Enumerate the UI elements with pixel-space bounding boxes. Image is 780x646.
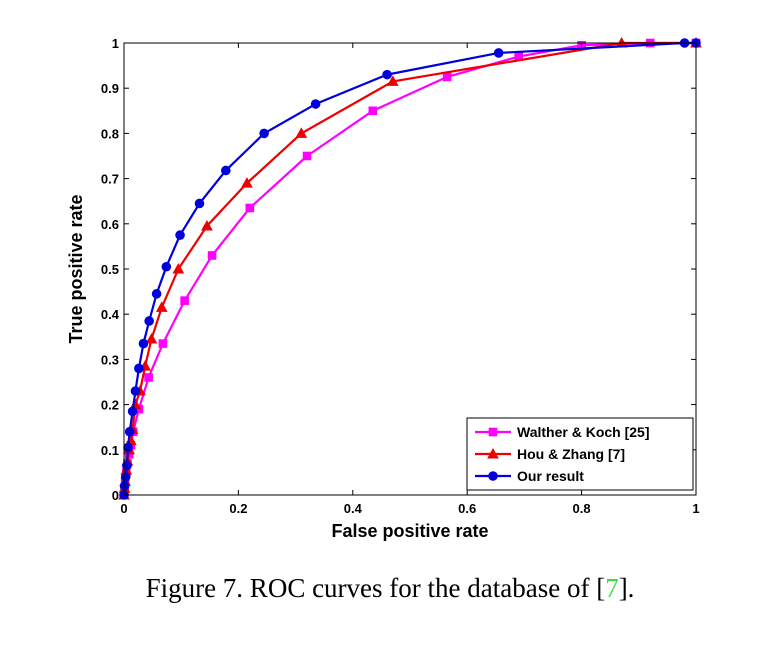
- data-point: [123, 442, 133, 453]
- data-point: [120, 472, 131, 482]
- y-tick-label: 0.1: [101, 443, 119, 458]
- data-point: [201, 220, 213, 231]
- data-point: [119, 481, 130, 491]
- data-point: [134, 363, 144, 374]
- x-tick-label: 1: [692, 501, 699, 516]
- legend-marker: [488, 471, 498, 481]
- x-tick-label: 0.2: [229, 501, 247, 516]
- data-point: [130, 386, 141, 396]
- data-point: [172, 262, 185, 274]
- y-axis-label: True positive rate: [66, 194, 86, 343]
- y-tick-label: 0.2: [101, 398, 119, 413]
- data-point: [259, 128, 269, 139]
- data-point: [295, 127, 308, 138]
- series-2: [119, 38, 701, 500]
- y-tick-label: 0: [112, 488, 119, 503]
- y-tick-label: 0.9: [101, 81, 119, 96]
- y-tick-label: 0.7: [101, 172, 119, 187]
- data-point: [145, 333, 158, 344]
- y-tick-label: 0.8: [101, 126, 119, 141]
- caption-reference-link[interactable]: 7: [605, 573, 619, 603]
- series-line: [122, 41, 696, 496]
- data-point: [180, 296, 189, 305]
- data-point: [158, 339, 168, 348]
- x-tick-label: 0: [120, 501, 127, 516]
- data-point: [221, 165, 231, 176]
- data-point: [207, 251, 217, 260]
- legend-entry-label: Hou & Zhang [7]: [517, 446, 625, 462]
- data-point: [122, 460, 132, 471]
- y-tick-label: 1: [112, 36, 119, 51]
- legend-entry-label: Walther & Koch [25]: [517, 424, 650, 440]
- data-point: [138, 338, 149, 349]
- data-point: [386, 75, 399, 86]
- data-point: [241, 177, 253, 188]
- data-point: [155, 301, 168, 312]
- roc-chart: 0 0.2 0.4 0.6 0.8 1 0 0.1 0.2 0.3 0.4 0.5 0.6 0.7 0.8 0…: [66, 36, 702, 541]
- data-point: [310, 99, 321, 109]
- caption-text: Figure 7. ROC curves for the database of…: [145, 573, 606, 603]
- data-point: [194, 198, 205, 209]
- data-point: [245, 203, 255, 213]
- y-tick-label: 0.4: [101, 307, 120, 322]
- data-point: [368, 106, 378, 116]
- plot-area: [118, 36, 702, 500]
- y-tick-label: 0.6: [101, 217, 119, 232]
- data-point: [442, 72, 452, 82]
- caption-suffix: ].: [618, 573, 635, 603]
- data-point: [161, 261, 172, 272]
- data-point: [124, 426, 135, 437]
- data-point: [493, 48, 504, 58]
- data-point: [144, 316, 154, 326]
- x-axis-label: False positive rate: [331, 521, 488, 541]
- x-tick-label: 0.6: [458, 501, 476, 516]
- data-point: [127, 406, 138, 417]
- y-tick-label: 0.5: [101, 262, 119, 277]
- legend: Walther & Koch [25] Hou & Zhang [7] Our re…: [466, 417, 694, 491]
- figure-caption: Figure 7. ROC curves for the database of…: [0, 573, 780, 604]
- data-point: [175, 230, 185, 240]
- data-point: [302, 151, 312, 161]
- legend-entry-label: Our result: [517, 468, 584, 484]
- x-tick-label: 0.4: [344, 501, 363, 516]
- data-point: [144, 373, 153, 382]
- axes: 0 0.2 0.4 0.6 0.8 1 0 0.1 0.2 0.3 0.4 0.5 0.6 0.7 0.8 0…: [101, 36, 700, 516]
- legend-box: [466, 417, 694, 491]
- y-tick-label: 0.3: [101, 352, 119, 367]
- legend-marker: [487, 447, 499, 459]
- legend-marker: [488, 427, 498, 437]
- data-point: [151, 289, 162, 299]
- data-point: [382, 69, 392, 80]
- x-tick-label: 0.8: [573, 501, 591, 516]
